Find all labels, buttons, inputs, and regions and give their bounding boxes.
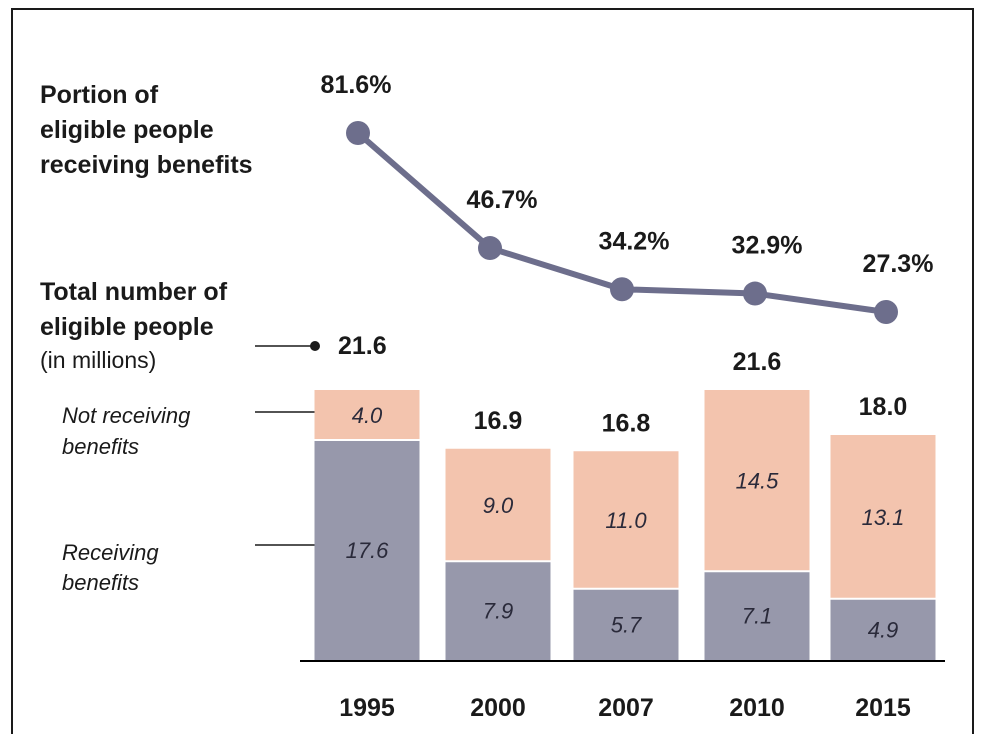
- portion-point-1995: [346, 121, 370, 145]
- total-label-2015: 18.0: [859, 393, 908, 421]
- portion-point-2015: [874, 300, 898, 324]
- portion-label-2000: 46.7%: [467, 186, 538, 214]
- label-not-receiving-2007: 11.0: [605, 508, 647, 533]
- label-receiving-2000: 7.9: [483, 599, 514, 624]
- line-series-group: 81.6% 46.7% 34.2% 32.9% 27.3%: [321, 71, 934, 324]
- chart-border: [11, 8, 974, 739]
- label-not-receiving-2000: 9.0: [483, 493, 514, 518]
- bar-not-receiving-2007: [573, 451, 679, 589]
- label-receiving-2010: 7.1: [742, 604, 773, 629]
- portion-point-2007: [610, 277, 634, 302]
- legend-not-receiving-line-1: Not receiving: [62, 403, 191, 428]
- x-label-2000: 2000: [470, 694, 526, 722]
- bar-receiving-2010: [704, 571, 810, 660]
- portion-label-2007: 34.2%: [599, 227, 670, 255]
- bar-receiving-2015: [830, 598, 936, 660]
- bar-not-receiving-2000: [445, 448, 551, 562]
- bar-not-receiving-2015: [830, 435, 936, 599]
- portion-label-1995: 81.6%: [321, 71, 392, 99]
- legend-receiving-line-1: Receiving: [62, 540, 159, 565]
- line-title-line-2: eligible people: [40, 116, 214, 144]
- bar-receiving-1995: [314, 440, 420, 660]
- total-label-2007: 16.8: [602, 409, 651, 437]
- label-not-receiving-2015: 13.1: [862, 505, 905, 530]
- total-label-2010: 21.6: [733, 348, 782, 376]
- portion-label-2015: 27.3%: [863, 250, 934, 278]
- bar-title-line-2: eligible people: [40, 313, 214, 341]
- legend-not-receiving-line-2: benefits: [62, 434, 139, 459]
- line-title-line-3: receiving benefits: [40, 151, 253, 179]
- total-labels-group: 21.6 16.9 16.8 21.6 18.0: [338, 332, 907, 437]
- x-label-1995: 1995: [339, 694, 395, 722]
- portion-point-2000: [478, 236, 502, 261]
- total-label-2000: 16.9: [474, 407, 523, 435]
- label-receiving-2007: 5.7: [611, 612, 642, 637]
- label-receiving-2015: 4.9: [868, 617, 899, 642]
- portion-label-2010: 32.9%: [732, 232, 803, 260]
- bar-receiving-2007: [573, 588, 679, 660]
- label-receiving-1995: 17.6: [346, 538, 390, 563]
- bar-not-receiving-1995: [314, 390, 420, 440]
- bars-group: [314, 390, 936, 660]
- x-label-2007: 2007: [598, 694, 654, 722]
- bar-receiving-2000: [445, 561, 551, 660]
- legend-receiving-line-2: benefits: [62, 570, 139, 595]
- x-label-2015: 2015: [855, 694, 911, 722]
- total-label-1995: 21.6: [338, 332, 387, 360]
- label-not-receiving-2010: 14.5: [736, 469, 780, 494]
- label-not-receiving-1995: 4.0: [352, 403, 383, 428]
- x-label-2010: 2010: [729, 694, 785, 722]
- x-axis-labels-group: 1995 2000 2007 2010 2015: [339, 694, 911, 722]
- portion-point-2010: [743, 281, 767, 306]
- line-title-line-1: Portion of: [40, 81, 159, 109]
- bar-title-line-1: Total number of: [40, 278, 228, 306]
- bar-not-receiving-2010: [704, 390, 810, 572]
- segment-labels-group: 17.6 4.0 7.9 9.0 5.7 11.0 7.1 14.5 4.9 13.1: [346, 403, 905, 642]
- total-leader-dot: [310, 341, 320, 351]
- bar-subtitle: (in millions): [40, 347, 156, 373]
